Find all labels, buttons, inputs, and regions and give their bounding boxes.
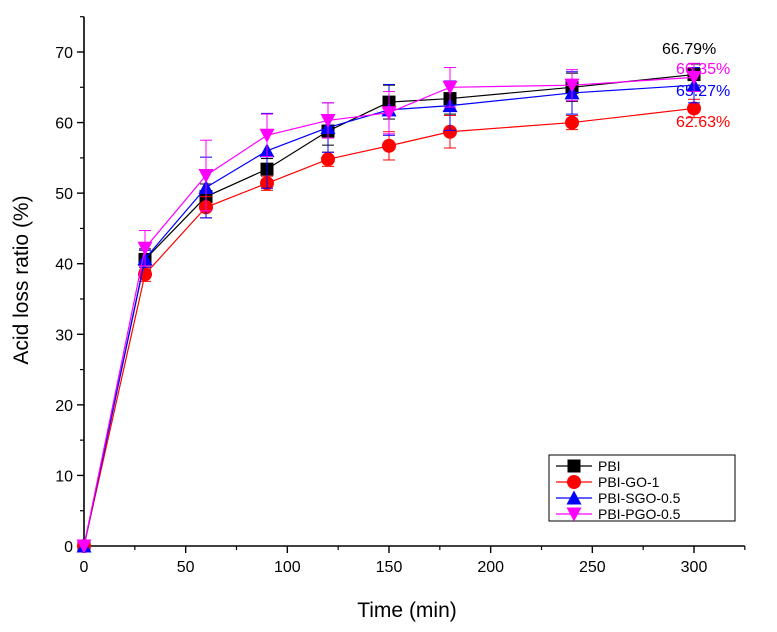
- data-point: [381, 106, 397, 121]
- x-tick-label: 150: [376, 559, 403, 576]
- y-tick-label: 70: [55, 45, 73, 62]
- data-point: [76, 539, 92, 554]
- value-annotation: 65.27%: [676, 83, 730, 100]
- x-tick-label: 300: [681, 559, 708, 576]
- data-point: [382, 138, 396, 153]
- data-point: [137, 241, 153, 256]
- legend-marker: [566, 490, 582, 505]
- y-tick-label: 60: [55, 116, 73, 133]
- data-point: [687, 101, 701, 116]
- data-point: [320, 113, 336, 128]
- x-tick-label: 250: [579, 559, 606, 576]
- value-annotation: 66.79%: [662, 41, 716, 58]
- y-axis-label: Acid loss ratio (%): [10, 195, 33, 364]
- data-point: [686, 70, 702, 85]
- value-annotation: 62.63%: [676, 114, 730, 131]
- legend-marker: [566, 507, 582, 522]
- data-point: [442, 80, 458, 95]
- y-tick-label: 0: [64, 539, 73, 556]
- x-tick-label: 50: [177, 559, 195, 576]
- y-tick-label: 50: [55, 186, 73, 203]
- value-annotation: 66.35%: [676, 61, 730, 78]
- y-tick-label: 10: [55, 468, 73, 485]
- data-point: [198, 169, 214, 183]
- data-point: [564, 78, 580, 93]
- y-tick-label: 40: [55, 257, 73, 274]
- data-point: [321, 152, 335, 167]
- legend-label: PBI-PGO-0.5: [598, 506, 681, 522]
- x-tick-label: 200: [477, 559, 504, 576]
- legend-marker: [567, 459, 581, 473]
- legend-label: PBI-GO-1: [598, 474, 660, 490]
- legend-label: PBI: [598, 458, 621, 474]
- data-point: [565, 115, 579, 130]
- y-tick-label: 20: [55, 398, 73, 415]
- data-point: [443, 124, 457, 139]
- y-tick-label: 30: [55, 327, 73, 344]
- legend-marker: [567, 475, 581, 489]
- data-point: [259, 128, 275, 143]
- x-tick-label: 0: [80, 559, 89, 576]
- series-pbi-pgo-0.5: [76, 62, 702, 554]
- legend-label: PBI-SGO-0.5: [598, 490, 681, 506]
- x-axis-label: Time (min): [357, 599, 457, 622]
- x-tick-label: 100: [274, 559, 301, 576]
